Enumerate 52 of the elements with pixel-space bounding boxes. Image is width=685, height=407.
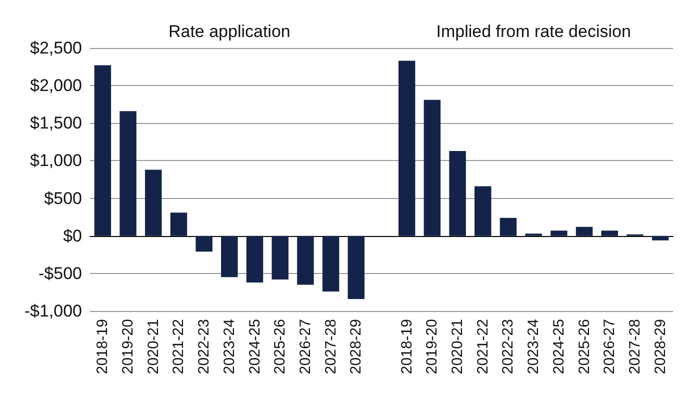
x-tick-label: 2022-23 [500, 319, 517, 374]
x-tick-label: 2028-29 [652, 319, 669, 374]
bar [322, 236, 340, 292]
y-tick-label: $1,000 [30, 151, 82, 170]
x-tick-label: 2024-25 [246, 319, 264, 374]
x-tick-label: 2026-27 [601, 319, 618, 374]
x-tick-label: 2019-20 [424, 319, 441, 374]
x-tick-label: 2019-20 [120, 319, 137, 374]
bar [424, 100, 441, 236]
x-tick-label: 2018-19 [398, 319, 416, 374]
x-tick-label: 2027-28 [626, 319, 644, 374]
x-tick-label: 2026-27 [296, 319, 314, 374]
bar [120, 111, 136, 236]
x-tick-label: 2023-24 [525, 319, 542, 374]
bar [449, 150, 466, 236]
text: Implied from rate decision [436, 22, 631, 41]
y-tick-label: -$1,000 [24, 302, 82, 320]
bar [652, 236, 669, 240]
bar [246, 236, 264, 282]
x-tick-label: 2020-21 [144, 319, 162, 374]
bar [550, 230, 568, 236]
bar [297, 236, 314, 285]
x-tick-label: 2027-28 [322, 319, 340, 374]
bar [601, 230, 618, 236]
y-tick-label: $2,000 [30, 76, 82, 96]
x-tick-label: 2018-19 [94, 319, 112, 374]
x-tick-label: 2024-25 [550, 319, 568, 374]
bar [474, 186, 492, 236]
x-tick-label: 2022-23 [196, 319, 213, 374]
bar [500, 218, 517, 236]
y-tick-label: $500 [44, 188, 82, 208]
bar [398, 60, 416, 236]
x-tick-label: 2025-26 [576, 319, 593, 374]
bar [272, 236, 288, 280]
x-tick-label: 2023-24 [220, 319, 238, 374]
text: Rate application [168, 22, 290, 41]
y-tick-label: -$500 [38, 264, 82, 283]
bar [221, 236, 238, 278]
bar [576, 226, 593, 236]
x-tick-label: 2020-21 [449, 319, 466, 374]
x-tick-label: 2025-26 [272, 319, 289, 374]
y-tick-label: $0 [63, 226, 82, 246]
y-tick-label: $2,500 [30, 38, 82, 58]
y-tick-label: $1,500 [30, 114, 82, 133]
x-tick-label: 2021-22 [474, 319, 492, 374]
bar [94, 65, 112, 236]
bar [196, 236, 212, 252]
bar [145, 170, 162, 236]
x-tick-label: 2028-29 [348, 319, 365, 374]
bar [348, 236, 365, 299]
bar [170, 212, 188, 236]
x-tick-label: 2021-22 [170, 319, 188, 374]
